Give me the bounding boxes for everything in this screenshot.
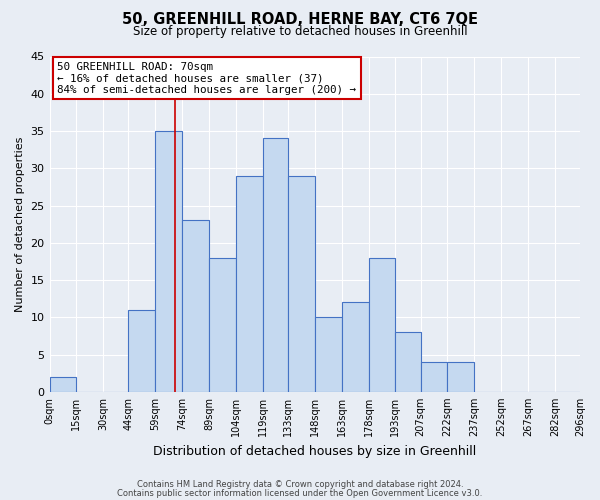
Bar bbox=[236, 176, 263, 392]
Text: Contains HM Land Registry data © Crown copyright and database right 2024.: Contains HM Land Registry data © Crown c… bbox=[137, 480, 463, 489]
Bar bbox=[50, 377, 76, 392]
Bar bbox=[182, 220, 209, 392]
Bar bbox=[421, 362, 448, 392]
Bar bbox=[209, 258, 236, 392]
Text: 50, GREENHILL ROAD, HERNE BAY, CT6 7QE: 50, GREENHILL ROAD, HERNE BAY, CT6 7QE bbox=[122, 12, 478, 28]
Bar bbox=[368, 258, 395, 392]
Text: Contains public sector information licensed under the Open Government Licence v3: Contains public sector information licen… bbox=[118, 488, 482, 498]
Bar bbox=[395, 332, 421, 392]
Y-axis label: Number of detached properties: Number of detached properties bbox=[15, 136, 25, 312]
X-axis label: Distribution of detached houses by size in Greenhill: Distribution of detached houses by size … bbox=[153, 444, 476, 458]
Bar bbox=[288, 176, 315, 392]
Bar bbox=[155, 131, 182, 392]
Text: Size of property relative to detached houses in Greenhill: Size of property relative to detached ho… bbox=[133, 25, 467, 38]
Bar bbox=[263, 138, 288, 392]
Bar bbox=[341, 302, 368, 392]
Bar bbox=[315, 318, 341, 392]
Bar bbox=[448, 362, 474, 392]
Text: 50 GREENHILL ROAD: 70sqm
← 16% of detached houses are smaller (37)
84% of semi-d: 50 GREENHILL ROAD: 70sqm ← 16% of detach… bbox=[58, 62, 356, 94]
Bar bbox=[128, 310, 155, 392]
